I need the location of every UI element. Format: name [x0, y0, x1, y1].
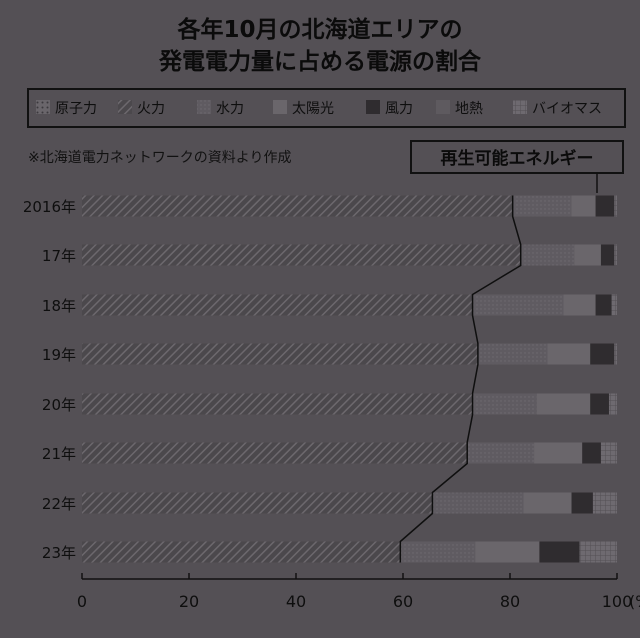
bar-segment-wind — [595, 195, 615, 217]
bar-segment-hydro — [472, 393, 537, 415]
x-axis-unit: (%) — [629, 592, 640, 611]
chart-title-line-2: 発電電力量に占める電源の割合 — [158, 48, 482, 75]
category-label: 22年 — [42, 495, 76, 513]
legend-box — [27, 88, 626, 128]
bar-segment-solar — [547, 343, 591, 365]
category-label: 21年 — [42, 445, 76, 463]
bar-segment-hydro — [467, 442, 535, 464]
bar-segment-wind — [600, 244, 615, 266]
bar-segment-thermal — [82, 492, 433, 514]
category-label: 20年 — [42, 396, 76, 414]
legend-label-nuclear: 原子力 — [55, 101, 97, 117]
bar-segment-hydro — [520, 244, 575, 266]
bar-segment-solar — [523, 492, 572, 514]
bar-segment-wind — [539, 541, 580, 563]
bar-segment-wind — [571, 492, 593, 514]
bar-segment-thermal — [82, 195, 513, 217]
bar-segment-thermal — [82, 244, 521, 266]
bar-segment-solar — [571, 195, 596, 217]
legend-label-wind: 風力 — [385, 101, 413, 117]
legend-label-solar: 太陽光 — [292, 101, 334, 117]
bar-segment-biomass — [614, 195, 617, 217]
legend-label-geothermal: 地熱 — [455, 101, 483, 117]
bar-segment-wind — [582, 442, 601, 464]
category-label: 23年 — [42, 544, 76, 562]
legend-label-hydro: 水力 — [216, 101, 244, 117]
bar-segment-wind — [590, 343, 615, 365]
x-axis-ticks: 0 20 40 60 80 100(%) — [77, 573, 640, 611]
bar-segment-wind — [595, 294, 612, 316]
category-labels: 2016年 17年 18年 19年 20年 21年 22年 23年 — [23, 198, 76, 562]
renewable-boundary-line — [399, 195, 522, 563]
renewable-annotation-box — [410, 140, 624, 174]
bar-segment-biomass — [614, 343, 617, 365]
bar-segment-solar — [475, 541, 540, 563]
bar-segment-thermal — [82, 393, 473, 415]
bar-segment-solar — [536, 393, 591, 415]
bar-segment-hydro — [472, 294, 564, 316]
category-label: 17年 — [42, 247, 76, 265]
bar-segment-thermal — [82, 343, 478, 365]
x-tick-label: 60 — [393, 592, 413, 611]
bar-segment-biomass — [600, 442, 617, 464]
bar-segment-biomass — [579, 541, 617, 563]
category-label: 2016年 — [23, 198, 76, 216]
bar-segment-solar — [563, 294, 596, 316]
bar-segment-thermal — [82, 541, 401, 563]
bar-segment-hydro — [512, 195, 572, 217]
bar-segment-solar — [534, 442, 583, 464]
bar-segment-biomass — [608, 393, 617, 415]
category-label: 19年 — [42, 346, 76, 364]
legend-swatch-biomass — [513, 100, 527, 114]
legend: 原子力 火力 水力 太陽光 風力 地熱 バイオマス — [36, 100, 602, 117]
bar-segment-biomass — [611, 294, 617, 316]
bar-segment-hydro — [477, 343, 548, 365]
legend-swatch-wind — [366, 100, 380, 114]
bars-group — [82, 195, 617, 563]
renewable-annotation-label: 再生可能エネルギー — [441, 148, 594, 169]
bar-segment-wind — [590, 393, 609, 415]
category-label: 18年 — [42, 297, 76, 315]
legend-swatch-thermal — [118, 100, 132, 114]
x-tick-label: 20 — [179, 592, 199, 611]
legend-label-biomass: バイオマス — [532, 101, 602, 117]
x-tick-label: 100 — [602, 592, 633, 611]
bar-segment-solar — [574, 244, 601, 266]
legend-label-thermal: 火力 — [137, 101, 165, 117]
bar-segment-hydro — [432, 492, 524, 514]
bar-segment-thermal — [82, 442, 468, 464]
legend-swatch-nuclear — [36, 100, 50, 114]
legend-swatch-solar — [273, 100, 287, 114]
chart-title-line-1: 各年10月の北海道エリアの — [176, 16, 462, 43]
x-tick-label: 0 — [77, 592, 87, 611]
bar-segment-biomass — [614, 244, 617, 266]
x-tick-label: 80 — [500, 592, 520, 611]
source-note: ※北海道電力ネットワークの資料より作成 — [28, 150, 291, 166]
x-tick-label: 40 — [286, 592, 306, 611]
legend-swatch-geothermal — [436, 100, 450, 114]
bar-segment-thermal — [82, 294, 473, 316]
bar-segment-biomass — [592, 492, 617, 514]
bar-segment-hydro — [400, 541, 476, 563]
legend-swatch-hydro — [197, 100, 211, 114]
